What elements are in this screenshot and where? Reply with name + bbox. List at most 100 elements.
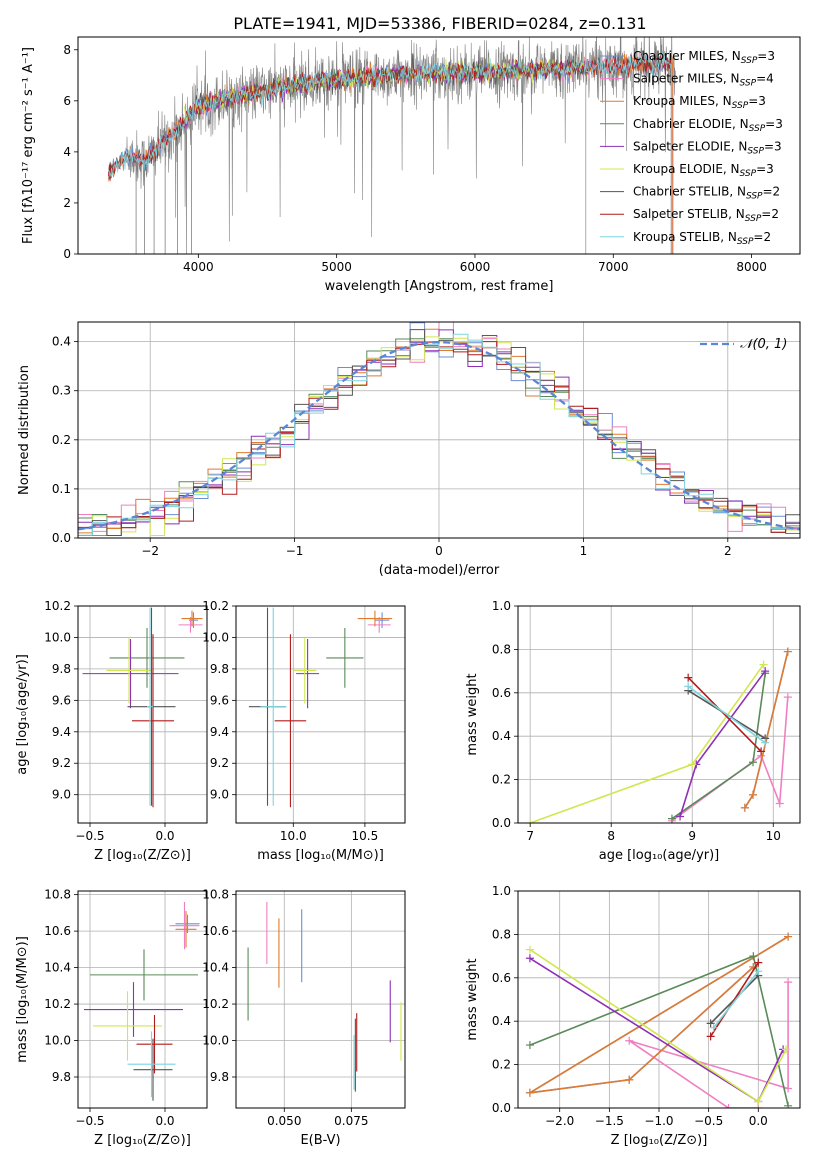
x-tick-label: −0.5 — [694, 1114, 723, 1128]
x-tick-label: 10.5 — [352, 829, 379, 843]
y-tick-label: 10.2 — [202, 997, 229, 1011]
y-tick-label: 10.0 — [44, 1034, 71, 1048]
panel-frame-7 — [517, 890, 801, 1109]
y-tick-label: 0.2 — [492, 1058, 511, 1072]
y-tick-label: 0.1 — [52, 482, 71, 496]
y-tick-label: 2 — [63, 196, 71, 210]
x-tick-label: 7 — [526, 829, 534, 843]
x-tick-label: 1 — [580, 544, 588, 558]
y-tick-label: 10.6 — [44, 924, 71, 938]
weight-marker — [784, 978, 793, 987]
y-tick-label: 10.4 — [44, 961, 71, 975]
x-tick-label: 8 — [607, 829, 615, 843]
weight-plot — [525, 932, 793, 1108]
x-tick-label: 6000 — [460, 260, 491, 274]
legend-entry: Salpeter STELIB, NSSP=2 — [633, 207, 779, 224]
panel-frame-3 — [235, 605, 406, 824]
x-axis-label: Z [log₁₀(Z/Z⊙)] — [94, 1133, 191, 1148]
weight-line — [709, 962, 759, 1037]
panel-5: −0.5 0.0 9.8 10.0 10.2 10.4 10.6 10.8 Z [log₁₀(Z… — [15, 888, 207, 1148]
y-tick-label: 9.8 — [210, 662, 229, 676]
y-tick-label: 9.6 — [210, 693, 229, 707]
x-tick-label: 2 — [724, 544, 732, 558]
y-tick-label: 0.8 — [492, 927, 511, 941]
weight-marker — [782, 1045, 791, 1054]
y-tick-label: 9.4 — [52, 725, 71, 739]
y-tick-label: 0.2 — [52, 433, 71, 447]
x-axis-label: E(B-V) — [300, 1133, 340, 1148]
y-tick-label: 9.0 — [52, 788, 71, 802]
x-tick-label: −0.5 — [75, 829, 104, 843]
x-tick-label: −0.5 — [75, 1114, 104, 1128]
x-tick-label: 10.0 — [280, 829, 307, 843]
weight-marker — [757, 747, 766, 756]
weight-marker — [724, 1104, 733, 1108]
y-tick-label: 0 — [63, 247, 71, 261]
y-tick-label: 10.8 — [202, 888, 229, 902]
weight-line — [687, 685, 766, 744]
x-tick-label: 0.0 — [155, 829, 174, 843]
weight-marker — [783, 693, 792, 702]
weight-marker — [684, 673, 693, 682]
weight-line — [712, 970, 759, 1029]
x-tick-label: −1 — [286, 544, 304, 558]
x-tick-label: 4000 — [183, 260, 214, 274]
y-tick-label: 4 — [63, 145, 71, 159]
y-tick-label: 9.4 — [210, 725, 229, 739]
legend-entry: 𝒩(0, 1) — [740, 337, 787, 352]
weight-plot — [526, 647, 792, 823]
weight-marker — [783, 647, 792, 656]
legend-entry: Kroupa ELODIE, NSSP=3 — [633, 162, 774, 179]
weight-marker — [754, 1097, 763, 1106]
x-tick-label: 0.0 — [155, 1114, 174, 1128]
y-tick-label: 9.8 — [210, 1070, 229, 1084]
y-tick-label: 9.2 — [210, 756, 229, 770]
y-tick-label: 0.3 — [52, 384, 71, 398]
x-tick-label: 9 — [688, 829, 696, 843]
y-tick-label: 0.6 — [492, 971, 511, 985]
x-tick-label: 0 — [435, 544, 443, 558]
normal-curve — [78, 341, 800, 531]
chart-layer: 4000 5000 6000 7000 8000 0 2 4 6 8 wavelength [Ang… — [15, 36, 801, 1148]
y-axis-label: mass weight — [465, 958, 480, 1040]
x-axis-label: Z [log₁₀(Z/Z⊙)] — [94, 848, 191, 863]
weight-marker — [749, 790, 757, 799]
weight-marker — [667, 814, 676, 823]
weight-marker — [784, 1084, 793, 1093]
errorbar-plot — [248, 607, 393, 808]
y-tick-label: 0.6 — [492, 686, 511, 700]
legend-entry: Kroupa STELIB, NSSP=2 — [633, 230, 771, 247]
y-tick-label: 0.0 — [492, 816, 511, 830]
weight-marker — [625, 1036, 634, 1045]
y-axis-label: mass [log₁₀(M/M⊙)] — [15, 936, 30, 1063]
legend-entry: Chabrier STELIB, NSSP=2 — [633, 185, 780, 202]
y-tick-label: 10.6 — [202, 924, 229, 938]
legend-entry: Salpeter MILES, NSSP=4 — [633, 72, 774, 89]
y-tick-label: 0.4 — [52, 335, 71, 349]
panel-2: −0.5 0.0 9.0 9.2 9.4 9.6 9.8 10.0 10.2 Z [log₁₀(Z… — [15, 599, 207, 863]
panel-4: 7 8 9 10 0.0 0.2 0.4 0.6 0.8 1.0 age [log₁₀(age/yr… — [465, 599, 800, 863]
panel-frame-0 — [77, 36, 801, 255]
y-tick-label: 1.0 — [492, 599, 511, 613]
y-tick-label: 0.2 — [492, 773, 511, 787]
y-tick-label: 0.0 — [492, 1101, 511, 1115]
weight-line — [529, 935, 789, 1094]
weight-marker — [676, 812, 685, 821]
y-tick-label: 0.8 — [492, 642, 511, 656]
weight-marker — [625, 1075, 634, 1084]
panel-frame-2 — [77, 605, 208, 824]
y-tick-label: 10.0 — [44, 630, 71, 644]
weight-marker — [761, 738, 770, 747]
x-axis-label: mass [log₁₀(M/M⊙)] — [257, 848, 384, 863]
weight-marker — [688, 760, 697, 769]
weight-line — [687, 677, 762, 752]
y-tick-label: 10.0 — [202, 630, 229, 644]
errorbar-plot — [82, 607, 203, 808]
x-axis-label: wavelength [Angstrom, rest frame] — [325, 279, 554, 294]
panel-frame-4 — [517, 605, 801, 824]
y-tick-label: 9.6 — [52, 693, 71, 707]
histogram-series — [78, 333, 800, 536]
y-tick-label: 1.0 — [492, 884, 511, 898]
x-tick-label: 0.050 — [267, 1114, 301, 1128]
